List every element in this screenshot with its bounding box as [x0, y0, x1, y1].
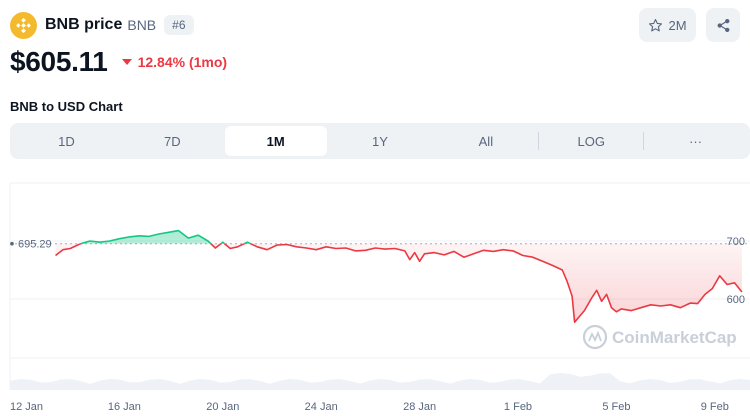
watchlist-button[interactable]: 2M [639, 8, 696, 42]
price-change-value: 12.84% (1mo) [137, 54, 228, 70]
below-reference-fill [55, 243, 742, 323]
share-button[interactable] [706, 8, 740, 42]
tab-more[interactable]: ··· [689, 133, 703, 149]
x-tick-label: 20 Jan [206, 401, 239, 413]
tab-divider [538, 132, 540, 150]
tab-1m[interactable]: 1M [224, 126, 327, 156]
price-change: 12.84% (1mo) [121, 54, 228, 70]
watermark-text: CoinMarketCap [612, 328, 737, 347]
x-tick-label: 28 Jan [403, 401, 436, 413]
x-tick-label: 24 Jan [305, 401, 338, 413]
coin-name: BNB price [45, 16, 123, 33]
caret-down-icon [121, 59, 132, 65]
price-line-down [55, 243, 743, 323]
price-line-up [78, 229, 288, 244]
coin-symbol: BNB [127, 17, 157, 33]
price-chart[interactable]: 695.29 CoinMarketCap 600 700 12 Jan 16 Jan 20 … [0, 180, 750, 416]
price-row: $605.11 12.84% (1mo) [10, 46, 227, 78]
x-tick-label: 12 Jan [10, 401, 43, 413]
rank-badge: #6 [164, 15, 194, 35]
x-tick-label: 9 Feb [701, 401, 729, 413]
tab-log[interactable]: LOG [577, 133, 605, 149]
timeframe-tabs: 1D 7D 1M 1Y All LOG ··· [10, 123, 750, 159]
watchlist-count: 2M [668, 17, 687, 33]
x-tick-label: 16 Jan [108, 401, 141, 413]
coin-header: BNB price BNB #6 [10, 10, 194, 40]
above-reference-fill [80, 230, 251, 244]
star-icon [649, 18, 663, 31]
coinmarketcap-logo-icon [582, 324, 608, 350]
x-tick-label: 1 Feb [504, 401, 532, 413]
reference-dot [10, 241, 14, 246]
y-tick-label: 700 [727, 236, 745, 248]
top-actions: 2M [639, 8, 740, 42]
coinmarketcap-logo-mark [588, 330, 602, 343]
tab-1d[interactable]: 1D [58, 133, 75, 149]
x-tick-label: 5 Feb [602, 401, 630, 413]
tab-all[interactable]: All [478, 133, 494, 149]
volume-area [10, 373, 750, 390]
reference-price-label: 695.29 [18, 239, 52, 251]
price-chart-svg: 695.29 CoinMarketCap 600 700 12 Jan 16 Jan 20 … [9, 182, 750, 413]
bnb-logo [10, 11, 37, 39]
chart-title: BNB to USD Chart [10, 99, 123, 114]
tab-divider [643, 132, 645, 150]
tab-1y[interactable]: 1Y [372, 133, 388, 149]
bnb-logo-icon [16, 17, 31, 33]
coinmarketcap-watermark: CoinMarketCap [582, 324, 737, 350]
y-tick-label: 600 [727, 294, 745, 306]
tab-7d[interactable]: 7D [163, 133, 181, 149]
current-price: $605.11 [10, 46, 108, 77]
share-icon [717, 18, 729, 32]
